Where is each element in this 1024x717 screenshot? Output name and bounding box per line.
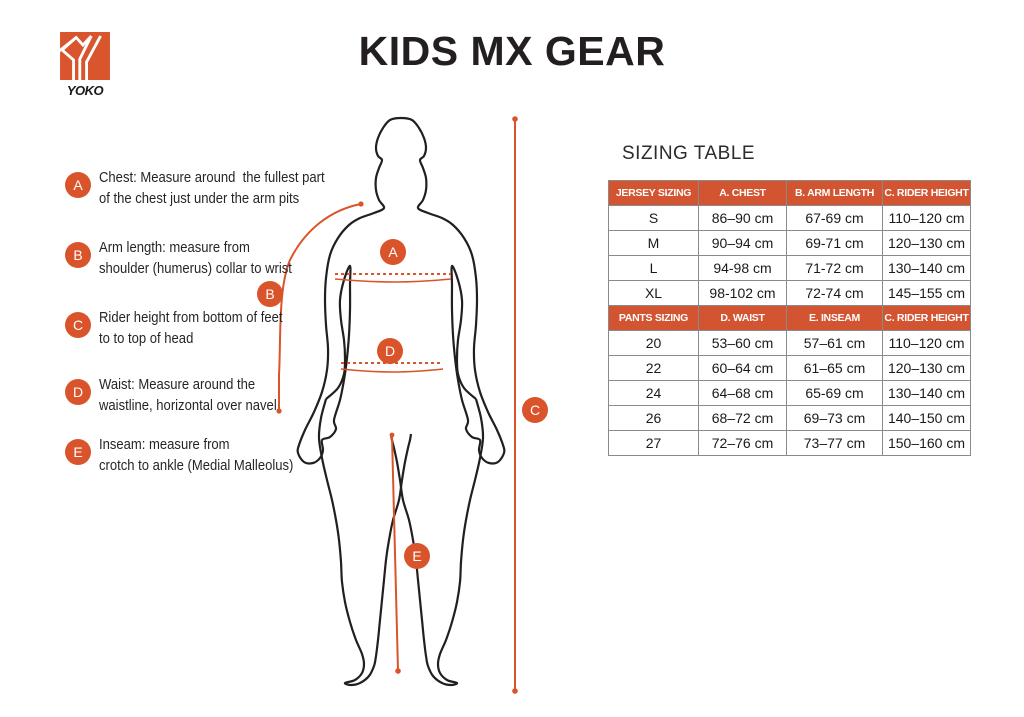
svg-text:B: B: [265, 286, 274, 302]
svg-text:C: C: [530, 402, 540, 418]
svg-text:A: A: [388, 244, 398, 260]
svg-text:D: D: [385, 343, 395, 359]
svg-text:E: E: [412, 548, 421, 564]
